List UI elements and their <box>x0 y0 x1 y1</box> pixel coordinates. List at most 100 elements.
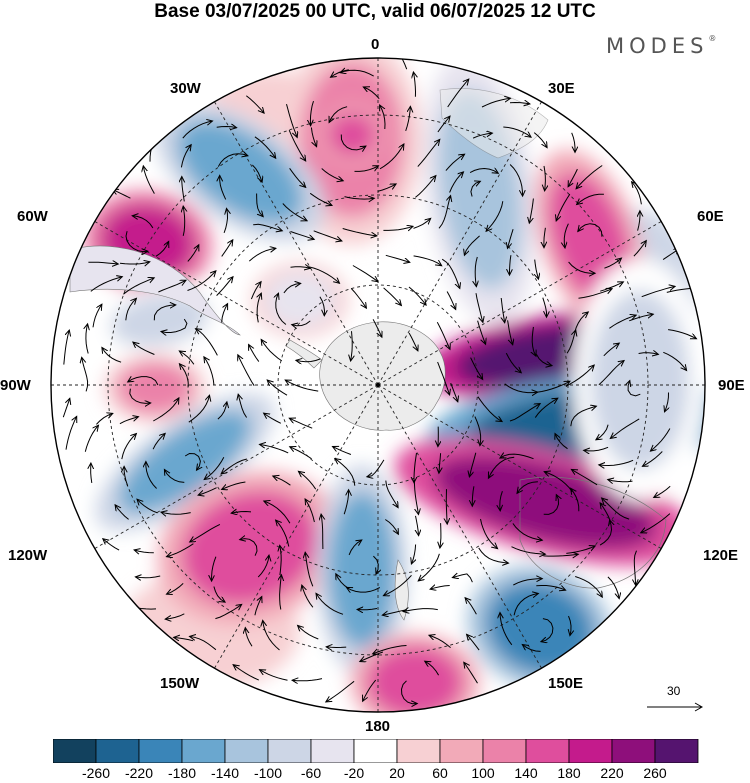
wind-streamline <box>125 231 148 251</box>
wind-streamline <box>413 479 418 515</box>
wind-streamline <box>252 164 262 182</box>
wind-streamline <box>260 444 289 454</box>
wind-streamline <box>464 235 480 255</box>
wind-streamline <box>233 665 260 681</box>
wind-streamline <box>165 613 185 619</box>
meridian-line <box>377 219 665 386</box>
wind-streamline <box>249 345 260 362</box>
wind-streamline <box>575 576 602 598</box>
wind-streamline <box>568 261 596 273</box>
wind-streamline <box>342 228 377 236</box>
lon-label-0: 0 <box>371 36 380 53</box>
wind-streamline <box>532 326 536 356</box>
wind-streamline <box>638 353 659 355</box>
colorbar-tick-label: 260 <box>643 765 667 781</box>
meridian-line <box>91 384 379 551</box>
colorbar-segment <box>224 739 269 763</box>
wind-streamline <box>313 230 342 241</box>
lon-label-150e: 150E <box>548 675 584 692</box>
wind-streamline <box>180 145 191 168</box>
wind-streamline <box>276 293 287 325</box>
wind-streamline <box>668 329 696 339</box>
wind-streamline <box>534 398 558 418</box>
wind-streamline <box>449 172 464 193</box>
wind-streamline <box>543 554 578 556</box>
wind-streamline <box>628 381 641 397</box>
wind-streamline <box>267 380 288 396</box>
wind-streamline <box>326 647 347 648</box>
wind-streamline <box>254 597 262 616</box>
wind-streamline <box>257 293 261 323</box>
wind-streamline <box>446 291 456 310</box>
africa <box>439 88 549 159</box>
wind-streamline <box>541 618 554 642</box>
wind-streamline <box>288 130 306 161</box>
wind-streamline <box>221 304 228 323</box>
wind-streamline <box>298 625 319 640</box>
wind-streamline <box>351 331 353 361</box>
wind-streamline <box>215 604 241 620</box>
wind-streamline <box>290 267 311 269</box>
wind-streamline <box>529 198 534 224</box>
lon-label-30e: 30E <box>548 80 575 97</box>
wind-streamline <box>663 351 686 370</box>
wind-streamline <box>436 321 450 349</box>
wind-streamline <box>253 223 282 231</box>
wind-streamline <box>216 277 233 296</box>
wind-streamline <box>650 428 671 452</box>
wind-streamline <box>135 576 161 578</box>
lon-label-60w: 60W <box>17 208 48 225</box>
wind-streamline <box>387 58 408 70</box>
wind-streamline <box>256 193 264 217</box>
wind-streamline <box>638 211 640 231</box>
wind-streamline <box>578 289 613 299</box>
wind-streamline <box>90 277 123 292</box>
colorbar-tick-label: -140 <box>210 765 240 781</box>
wind-streamline <box>102 347 122 363</box>
wind-streamline <box>84 425 98 452</box>
colorbar-segment <box>353 739 398 763</box>
colorbar-segment <box>181 739 226 763</box>
wind-streamline <box>571 469 598 486</box>
colorbar-segment <box>654 739 699 763</box>
wind-streamline <box>604 258 621 269</box>
wind-streamline <box>555 434 568 450</box>
wind-streamline <box>91 463 92 483</box>
wind-streamline <box>121 434 137 460</box>
wind-streamline <box>501 297 505 323</box>
wind-streamline <box>511 546 546 555</box>
wind-streamline <box>599 459 634 465</box>
wind-streamline <box>543 495 559 515</box>
wind-streamline <box>92 304 102 328</box>
wind-streamline <box>290 231 315 240</box>
wind-streamline <box>308 266 340 284</box>
colorbar-segment <box>53 739 97 763</box>
wind-streamline <box>292 320 311 326</box>
wind-streamline <box>475 256 477 287</box>
wind-streamline <box>566 546 595 554</box>
wind-streamline <box>119 417 139 425</box>
wind-streamline <box>125 298 137 321</box>
wind-streamline <box>418 553 440 581</box>
wind-streamline <box>608 480 633 482</box>
wind-streamline <box>260 670 288 681</box>
wind-streamline <box>488 456 515 478</box>
anomaly-patch <box>117 362 193 414</box>
wind-streamline <box>403 609 438 612</box>
wind-streamline <box>475 293 483 322</box>
wind-streamline <box>517 481 538 494</box>
wind-streamline <box>216 127 237 128</box>
colorbar-tick-label: -20 <box>343 765 365 781</box>
lon-label-30w: 30W <box>170 80 201 97</box>
graticule <box>51 58 705 712</box>
wind-streamline <box>522 645 541 652</box>
wind-streamline <box>204 357 215 385</box>
wind-streamline <box>578 223 603 237</box>
wind-streamline <box>221 240 233 257</box>
wind-streamline <box>570 406 597 427</box>
wind-streamline <box>600 503 611 521</box>
map-title: Base 03/07/2025 00 UTC, valid 06/07/2025… <box>154 1 596 22</box>
wind-streamline <box>477 320 486 345</box>
wind-streamline <box>480 518 498 549</box>
wind-streamline <box>654 485 671 497</box>
